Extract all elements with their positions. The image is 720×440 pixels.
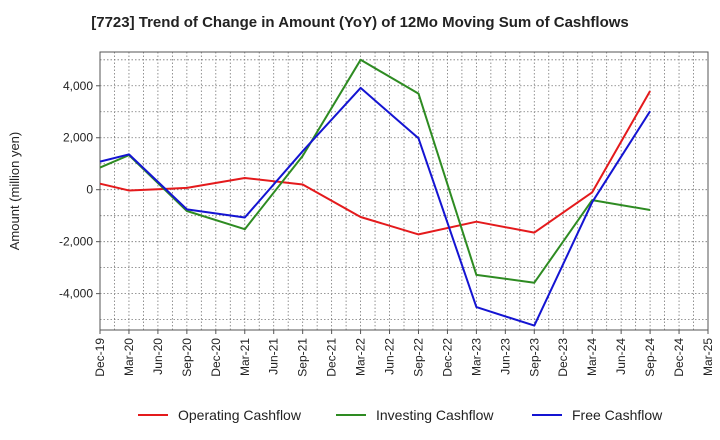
x-tick-label: Dec-19 [93, 338, 107, 377]
x-tick-label: Mar-20 [122, 338, 136, 376]
x-tick-label: Mar-25 [701, 338, 715, 376]
chart-title: [7723] Trend of Change in Amount (YoY) o… [91, 14, 629, 31]
x-tick-label: Sep-24 [643, 338, 657, 377]
x-tick-label: Jun-20 [151, 338, 165, 375]
x-tick-label: Mar-23 [469, 338, 483, 376]
x-tick-label: Sep-23 [527, 338, 541, 377]
x-tick-label: Jun-23 [498, 338, 512, 375]
y-tick-label: -4,000 [59, 287, 93, 301]
y-axis-label: Amount (million yen) [7, 132, 22, 251]
y-axis-ticks: -4,000 -2,000 0 2,000 4,000 [59, 79, 100, 301]
x-tick-label: Sep-22 [411, 338, 425, 377]
x-tick-label: Mar-22 [354, 338, 368, 376]
x-tick-label: Dec-21 [325, 338, 339, 377]
plot-border [99, 51, 709, 331]
y-tick-label: 0 [86, 183, 93, 197]
plot-area [100, 52, 708, 330]
series-line-free-cashflow [99, 86, 651, 327]
x-tick-label: Dec-20 [209, 338, 223, 377]
x-tick-label: Dec-24 [672, 338, 686, 377]
series-line-operating-cashflow [99, 90, 651, 236]
legend: Operating Cashflow Investing Cashflow Free… [138, 407, 663, 423]
y-tick-label: -2,000 [59, 235, 93, 249]
legend-label: Investing Cashflow [376, 407, 494, 423]
legend-label: Free Cashflow [572, 407, 663, 423]
x-tick-label: Jun-21 [267, 338, 281, 375]
y-tick-label: 2,000 [63, 131, 93, 145]
x-tick-label: Mar-24 [585, 338, 599, 376]
x-tick-label: Jun-24 [614, 338, 628, 375]
x-axis-ticks: Dec-19 Mar-20 Jun-20 Sep-20 Dec-20 Mar-21 Jun-… [93, 330, 715, 377]
x-tick-label: Jun-22 [383, 338, 397, 375]
x-tick-label: Dec-23 [556, 338, 570, 377]
x-tick-label: Sep-21 [296, 338, 310, 377]
legend-label: Operating Cashflow [178, 407, 302, 423]
grid-lines [99, 52, 709, 330]
series-lines [99, 58, 651, 327]
x-tick-label: Mar-21 [238, 338, 252, 376]
x-tick-label: Dec-22 [440, 338, 454, 377]
y-tick-label: 4,000 [63, 79, 93, 93]
x-tick-label: Sep-20 [180, 338, 194, 377]
